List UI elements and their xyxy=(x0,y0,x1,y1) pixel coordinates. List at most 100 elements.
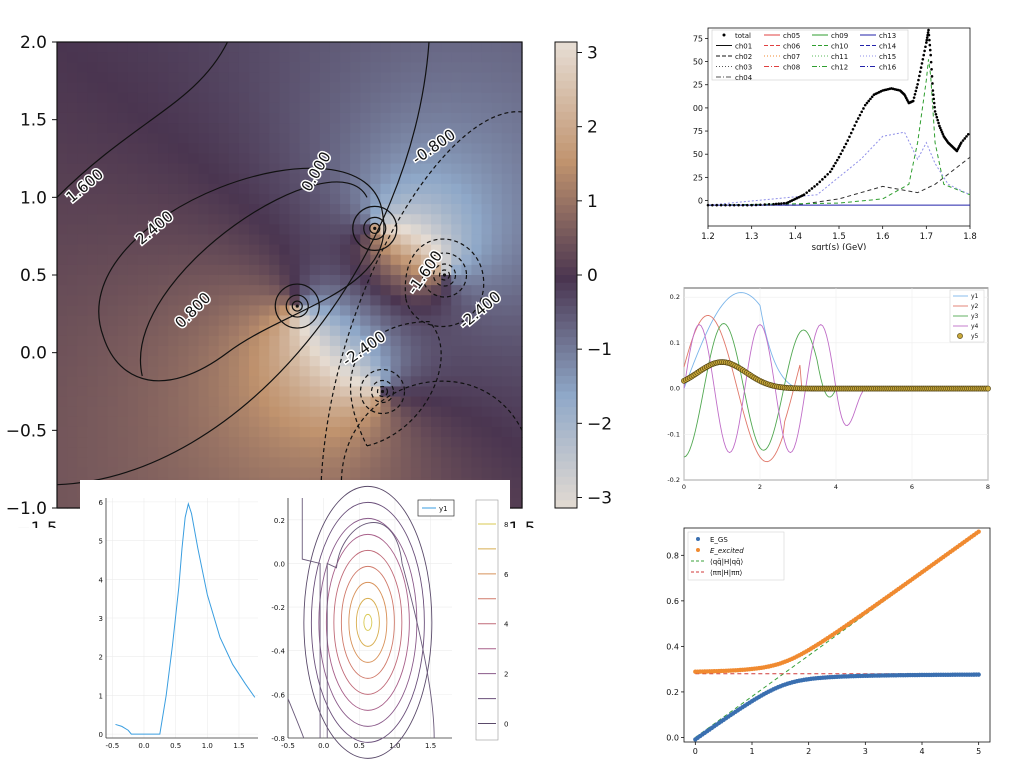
heatmap-cell xyxy=(147,416,159,428)
heatmap-cell xyxy=(420,193,432,205)
heatmap-cell xyxy=(340,52,351,63)
colorbar-tick-label: 2 xyxy=(504,671,508,679)
heatmap-cell xyxy=(188,183,200,195)
heatmap-cell xyxy=(501,133,513,144)
heatmap-cell xyxy=(481,305,493,317)
heatmap-cell xyxy=(168,457,179,469)
heatmap-cell xyxy=(390,214,402,225)
heatmap-cell xyxy=(360,345,371,357)
legend-label: E_excited xyxy=(710,547,744,555)
heatmap-cell xyxy=(87,376,99,388)
heatmap-cell xyxy=(471,305,483,317)
heatmap-cell xyxy=(511,305,523,317)
heatmap-cell xyxy=(208,224,220,236)
heatmap-cell xyxy=(380,366,392,377)
heatmap-cell xyxy=(77,416,88,428)
source-point xyxy=(442,273,447,277)
heatmap-cell xyxy=(107,264,119,276)
heatmap-cell xyxy=(238,467,250,479)
heatmap-cell xyxy=(289,112,301,124)
heatmap-cell xyxy=(249,153,260,165)
legend-label: ⟨ππ|H|ππ⟩ xyxy=(710,569,743,577)
heatmap-cell xyxy=(289,214,301,225)
total-point xyxy=(832,164,836,168)
heatmap-cell xyxy=(299,366,311,377)
heatmap-cell xyxy=(441,467,452,479)
heatmap-cell xyxy=(107,244,119,256)
total-point xyxy=(724,203,727,207)
heatmap-cell xyxy=(67,497,78,509)
heatmap-cell xyxy=(97,82,109,94)
heatmap-cell xyxy=(67,62,78,73)
heatmap-cell xyxy=(228,406,240,418)
heatmap-cell xyxy=(279,234,291,246)
heatmap-cell xyxy=(350,335,361,347)
heatmap-cell xyxy=(501,386,513,398)
heatmap-cell xyxy=(208,406,220,418)
heatmap-cell xyxy=(279,173,291,185)
heatmap-cell xyxy=(380,295,392,306)
heatmap-cell xyxy=(238,214,250,225)
colorbar-cell xyxy=(555,484,577,494)
heatmap-cell xyxy=(168,376,179,388)
heatmap-cell xyxy=(400,467,412,479)
heatmap-cell xyxy=(451,447,462,458)
contour-level xyxy=(355,597,380,647)
heatmap-cell xyxy=(319,112,331,124)
heatmap-cell xyxy=(279,183,291,195)
heatmap-cell xyxy=(238,457,250,469)
heatmap-cell xyxy=(147,42,159,53)
heatmap-cell xyxy=(198,163,210,175)
heatmap-cell xyxy=(107,173,119,185)
heatmap-cell xyxy=(511,183,523,195)
heatmap-cell xyxy=(228,275,240,286)
heatmap-cell xyxy=(410,406,422,418)
heatmap-cell xyxy=(370,447,382,458)
heatmap-cell xyxy=(158,315,169,327)
heatmap-cell xyxy=(340,325,351,337)
heatmap-cell xyxy=(481,82,493,94)
heatmap-cell xyxy=(249,123,260,134)
heatmap-cell xyxy=(370,92,382,104)
colorbar-cell xyxy=(555,306,577,315)
heatmap-cell xyxy=(158,426,169,438)
heatmap-cell xyxy=(117,457,129,469)
heatmap-cell xyxy=(461,153,473,165)
heatmap-cell xyxy=(370,295,382,306)
heatmap-cell xyxy=(329,447,341,458)
heatmap-cell xyxy=(400,72,412,84)
heatmap-cell xyxy=(400,123,412,134)
heatmap-cell xyxy=(471,315,483,327)
heatmap-cell xyxy=(461,406,473,418)
heatmap-cell xyxy=(249,315,260,327)
heatmap-cell xyxy=(420,183,432,195)
heatmap-cell xyxy=(107,315,119,327)
heatmap-cell xyxy=(340,285,351,296)
heatmap-cell xyxy=(451,345,462,357)
colorbar-cell xyxy=(555,42,577,51)
colorbar-cell xyxy=(555,65,577,74)
x-tick-label: 0.0 xyxy=(318,742,329,750)
heatmap-cell xyxy=(57,356,68,367)
heatmap-cell xyxy=(350,204,361,215)
total-point xyxy=(865,101,869,105)
heatmap-cell xyxy=(158,356,169,367)
heatmap-cell xyxy=(370,153,382,165)
heatmap-cell xyxy=(158,224,169,236)
heatmap-cell xyxy=(77,244,88,256)
heatmap-cell xyxy=(400,214,412,225)
heatmap-cell xyxy=(67,264,78,276)
heatmap-cell xyxy=(451,285,462,296)
heatmap-cell xyxy=(147,173,159,185)
heatmap-cell xyxy=(168,143,179,155)
colorbar-tick-label: 0 xyxy=(504,721,508,729)
heatmap-cell xyxy=(420,143,432,155)
heatmap-cell xyxy=(360,52,371,63)
heatmap-cell xyxy=(340,376,351,388)
heatmap-cell xyxy=(410,52,422,63)
heatmap-cell xyxy=(350,376,361,388)
heatmap-cell xyxy=(147,133,159,144)
heatmap-cell xyxy=(57,193,68,205)
heatmap-cell xyxy=(57,295,68,306)
heatmap-cell xyxy=(420,335,432,347)
